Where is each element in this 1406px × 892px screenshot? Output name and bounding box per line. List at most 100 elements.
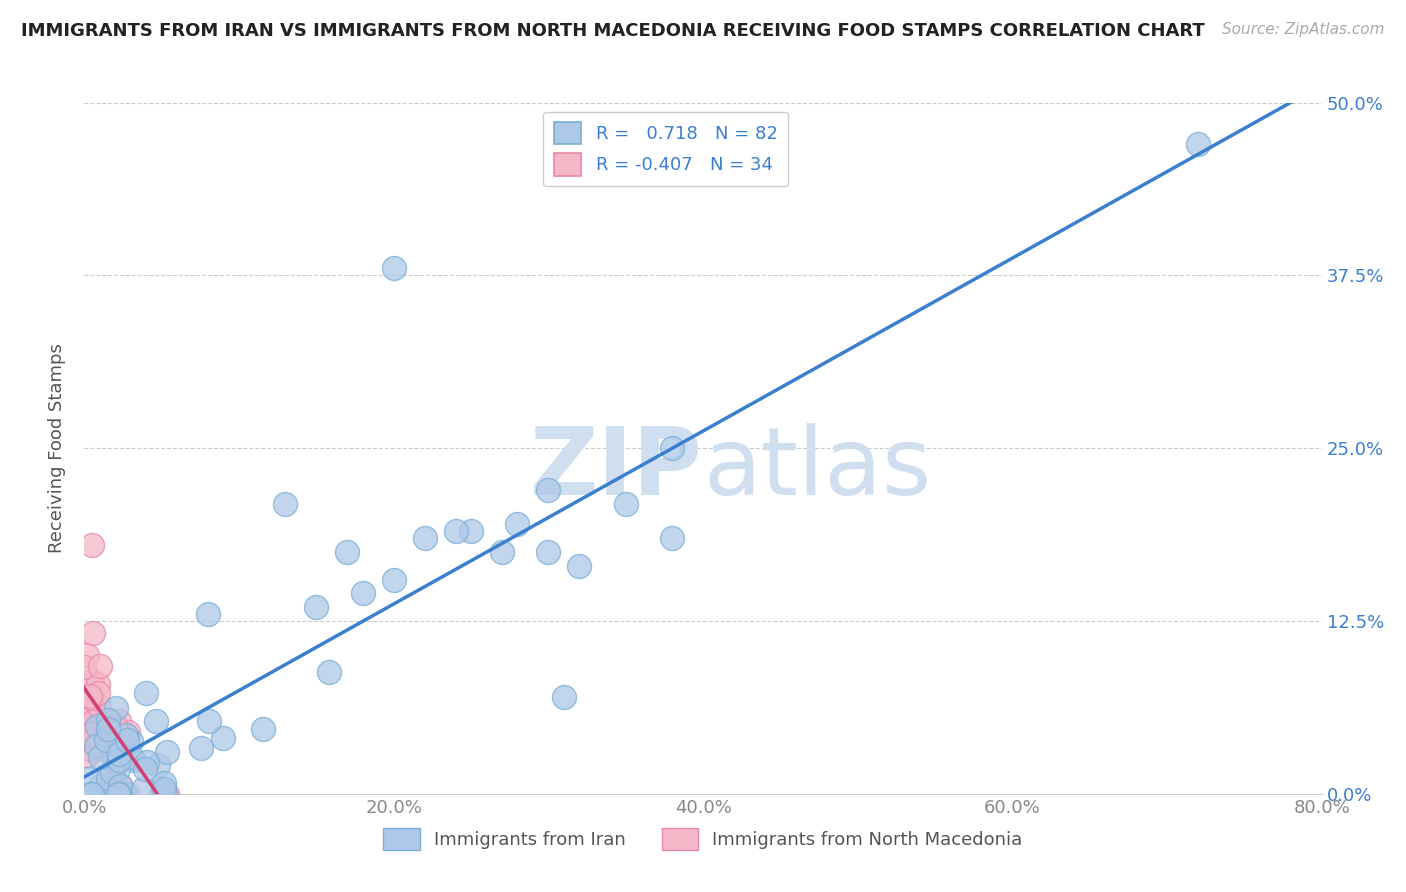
Point	[104, 753, 127, 767]
Point	[506, 517, 529, 532]
Point	[108, 787, 131, 801]
Point	[86, 719, 108, 733]
Point	[76, 648, 98, 662]
Text: ZIP: ZIP	[530, 423, 703, 515]
Point	[105, 731, 128, 745]
Point	[108, 779, 131, 793]
Point	[120, 749, 142, 764]
Point	[491, 545, 513, 559]
Point	[89, 658, 111, 673]
Point	[135, 686, 157, 700]
Point	[80, 787, 103, 801]
Point	[84, 739, 107, 753]
Point	[107, 747, 129, 762]
Point	[1187, 137, 1209, 152]
Point	[79, 690, 101, 704]
Point	[153, 787, 176, 801]
Point	[89, 736, 111, 750]
Point	[82, 743, 104, 757]
Point	[318, 665, 340, 679]
Point	[117, 732, 139, 747]
Point	[146, 757, 169, 772]
Point	[89, 717, 111, 731]
Point	[152, 781, 174, 796]
Point	[444, 524, 467, 539]
Point	[94, 733, 117, 747]
Point	[77, 727, 100, 741]
Point	[73, 660, 96, 674]
Point	[94, 787, 117, 801]
Point	[553, 690, 575, 705]
Point	[82, 538, 104, 552]
Point	[79, 689, 101, 703]
Point	[80, 714, 103, 729]
Point	[149, 787, 172, 801]
Point	[661, 531, 683, 545]
Legend: Immigrants from Iran, Immigrants from North Macedonia: Immigrants from Iran, Immigrants from No…	[377, 821, 1029, 857]
Point	[382, 573, 405, 587]
Point	[305, 600, 328, 615]
Point	[145, 714, 167, 729]
Point	[152, 784, 174, 798]
Point	[115, 728, 138, 742]
Point	[274, 496, 297, 510]
Point	[76, 748, 98, 763]
Point	[661, 442, 683, 455]
Point	[252, 722, 274, 736]
Point	[198, 714, 221, 728]
Point	[89, 779, 111, 793]
Point	[135, 755, 157, 769]
Point	[108, 744, 131, 758]
Point	[197, 607, 219, 621]
Point	[413, 531, 436, 545]
Point	[83, 729, 105, 743]
Point	[132, 781, 155, 796]
Point	[101, 764, 124, 779]
Point	[107, 754, 129, 768]
Point	[80, 674, 103, 689]
Point	[93, 711, 115, 725]
Point	[117, 725, 139, 739]
Point	[352, 586, 374, 600]
Point	[190, 741, 212, 756]
Point	[87, 677, 110, 691]
Text: Source: ZipAtlas.com: Source: ZipAtlas.com	[1222, 22, 1385, 37]
Point	[114, 787, 136, 801]
Point	[156, 787, 179, 801]
Point	[153, 776, 176, 790]
Point	[98, 787, 121, 801]
Point	[76, 698, 98, 712]
Point	[104, 719, 127, 733]
Point	[77, 772, 100, 787]
Point	[87, 714, 110, 728]
Point	[75, 706, 97, 721]
Point	[94, 742, 117, 756]
Point	[211, 731, 233, 746]
Point	[537, 545, 560, 559]
Point	[104, 701, 127, 715]
Point	[120, 734, 142, 748]
Text: atlas: atlas	[703, 423, 931, 515]
Point	[614, 496, 637, 510]
Point	[79, 787, 101, 801]
Point	[97, 722, 120, 736]
Point	[80, 691, 103, 706]
Point	[117, 787, 139, 801]
Point	[382, 261, 405, 276]
Point	[108, 714, 131, 728]
Point	[107, 762, 129, 776]
Point	[568, 558, 591, 573]
Point	[87, 686, 110, 700]
Point	[89, 749, 111, 764]
Point	[89, 699, 111, 714]
Point	[96, 713, 118, 727]
Point	[108, 778, 131, 792]
Point	[156, 746, 179, 760]
Point	[82, 625, 104, 640]
Point	[460, 524, 482, 539]
Point	[336, 545, 359, 559]
Text: IMMIGRANTS FROM IRAN VS IMMIGRANTS FROM NORTH MACEDONIA RECEIVING FOOD STAMPS CO: IMMIGRANTS FROM IRAN VS IMMIGRANTS FROM …	[21, 22, 1205, 40]
Y-axis label: Receiving Food Stamps: Receiving Food Stamps	[48, 343, 66, 553]
Point	[134, 762, 156, 776]
Point	[122, 753, 145, 767]
